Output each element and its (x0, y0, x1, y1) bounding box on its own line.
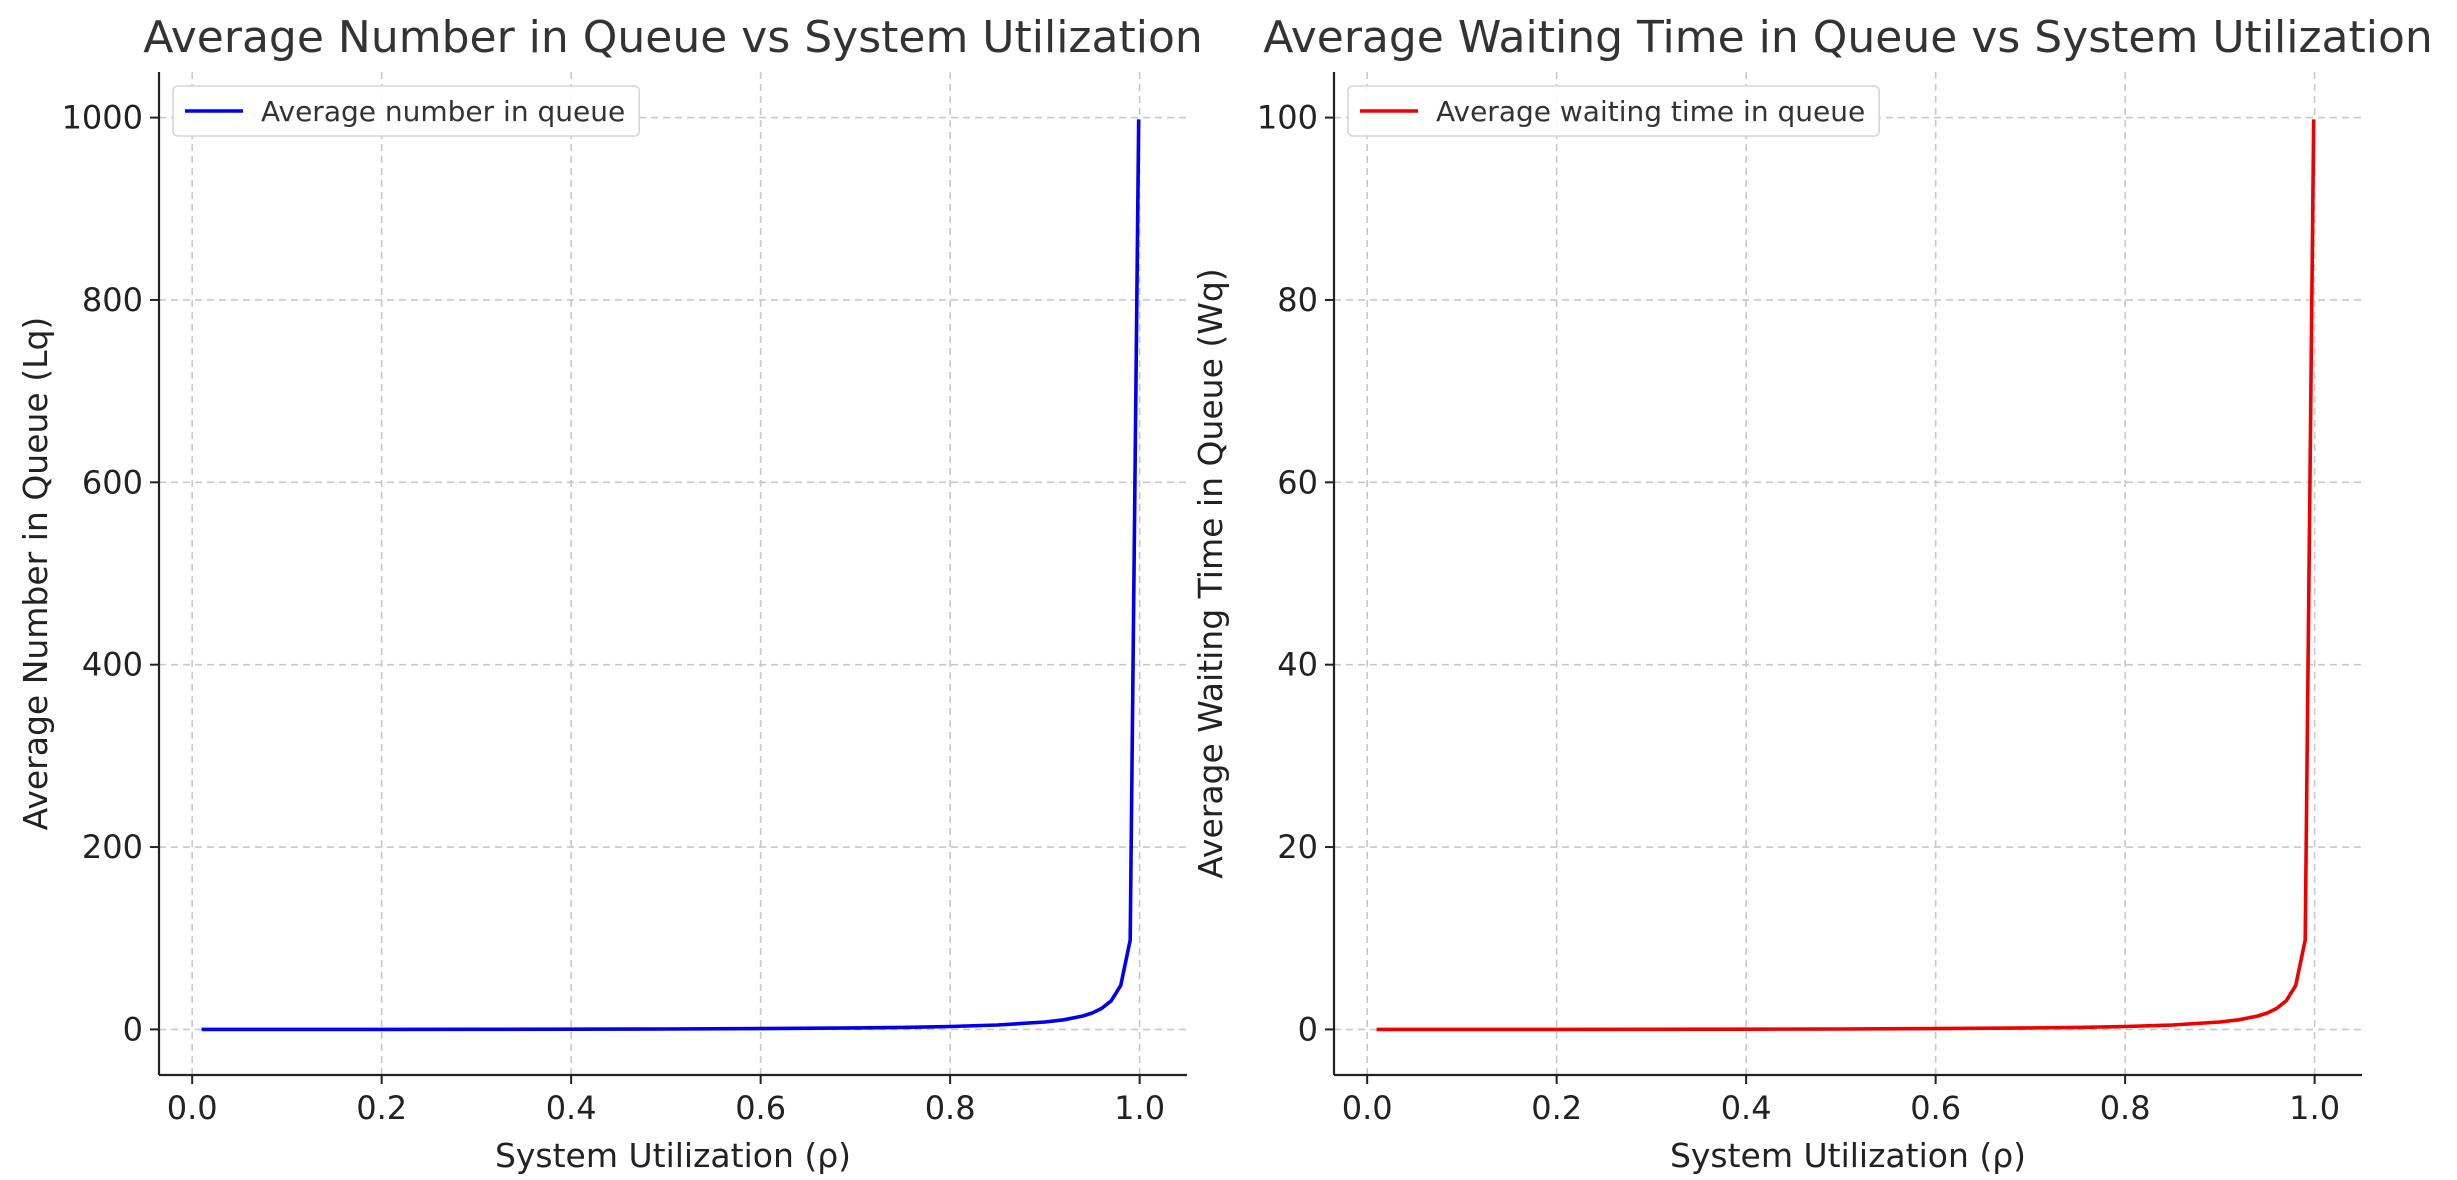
lq-legend-box (172, 85, 641, 137)
wq-legend-box (1347, 85, 1881, 137)
wq-x-axis-label: System Utilization (ρ) (1670, 1136, 2026, 1175)
lq-chart-title: Average Number in Queue vs System Utiliz… (143, 12, 1203, 63)
lq-x-tick-label-0: 0.0 (167, 1089, 218, 1127)
lq-series-line-0 (201, 119, 1141, 1032)
wq-x-tick-label-4: 0.8 (2100, 1089, 2151, 1127)
lq-y-tick-label-1: 200 (82, 828, 143, 866)
lq-legend-label-0: Average number in queue (261, 95, 625, 128)
lq-y-tick-label-4: 800 (82, 281, 143, 319)
wq-y-tick-label-3: 60 (1277, 463, 1318, 501)
wq-legend-label-0: Average waiting time in queue (1436, 95, 1865, 128)
lq-x-tick-label-1: 0.2 (356, 1089, 407, 1127)
lq-y-tick-label-5: 1000 (62, 99, 143, 137)
lq-y-tick-label-0: 0 (123, 1010, 143, 1048)
wq-y-tick-label-0: 0 (1298, 1010, 1318, 1048)
lq-x-tick-label-2: 0.4 (546, 1089, 597, 1127)
lq-y-tick-label-3: 600 (82, 463, 143, 501)
wq-x-tick-label-3: 0.6 (1910, 1089, 1961, 1127)
wq-x-tick-label-2: 0.4 (1721, 1089, 1772, 1127)
lq-y-tick-label-2: 400 (82, 646, 143, 684)
wq-y-tick-label-2: 40 (1277, 646, 1318, 684)
lq-legend: Average number in queue (172, 85, 641, 137)
chart-lq: 0.0 0.2 0.4 0.6 0.8 1.002004006008001000Avera… (16, 12, 1203, 1175)
lq-x-axis-label: System Utilization (ρ) (495, 1136, 851, 1175)
wq-x-tick-label-1: 0.2 (1531, 1089, 1582, 1127)
wq-y-tick-label-4: 80 (1277, 281, 1318, 319)
lq-y-axis-label: Average Number in Queue (Lq) (16, 317, 55, 831)
lq-x-tick-label-3: 0.6 (735, 1089, 786, 1127)
wq-legend: Average waiting time in queue (1347, 85, 1881, 137)
wq-x-tick-label-5: 1.0 (2289, 1089, 2340, 1127)
lq-x-tick-label-5: 1.0 (1114, 1089, 1165, 1127)
wq-y-axis-label: Average Waiting Time in Queue (Wq) (1191, 268, 1230, 878)
wq-x-tick-label-0: 0.0 (1342, 1089, 1393, 1127)
lq-x-tick-label-4: 0.8 (925, 1089, 976, 1127)
wq-series-line-0 (1376, 119, 2316, 1032)
chart-wq: 0.0 0.2 0.4 0.6 0.8 1.0 0 20 40 60 80 100 Average Wa… (1191, 12, 2433, 1175)
wq-y-tick-label-5: 100 (1257, 99, 1318, 137)
wq-chart-title: Average Waiting Time in Queue vs System … (1263, 12, 2433, 63)
wq-y-tick-label-1: 20 (1277, 828, 1318, 866)
